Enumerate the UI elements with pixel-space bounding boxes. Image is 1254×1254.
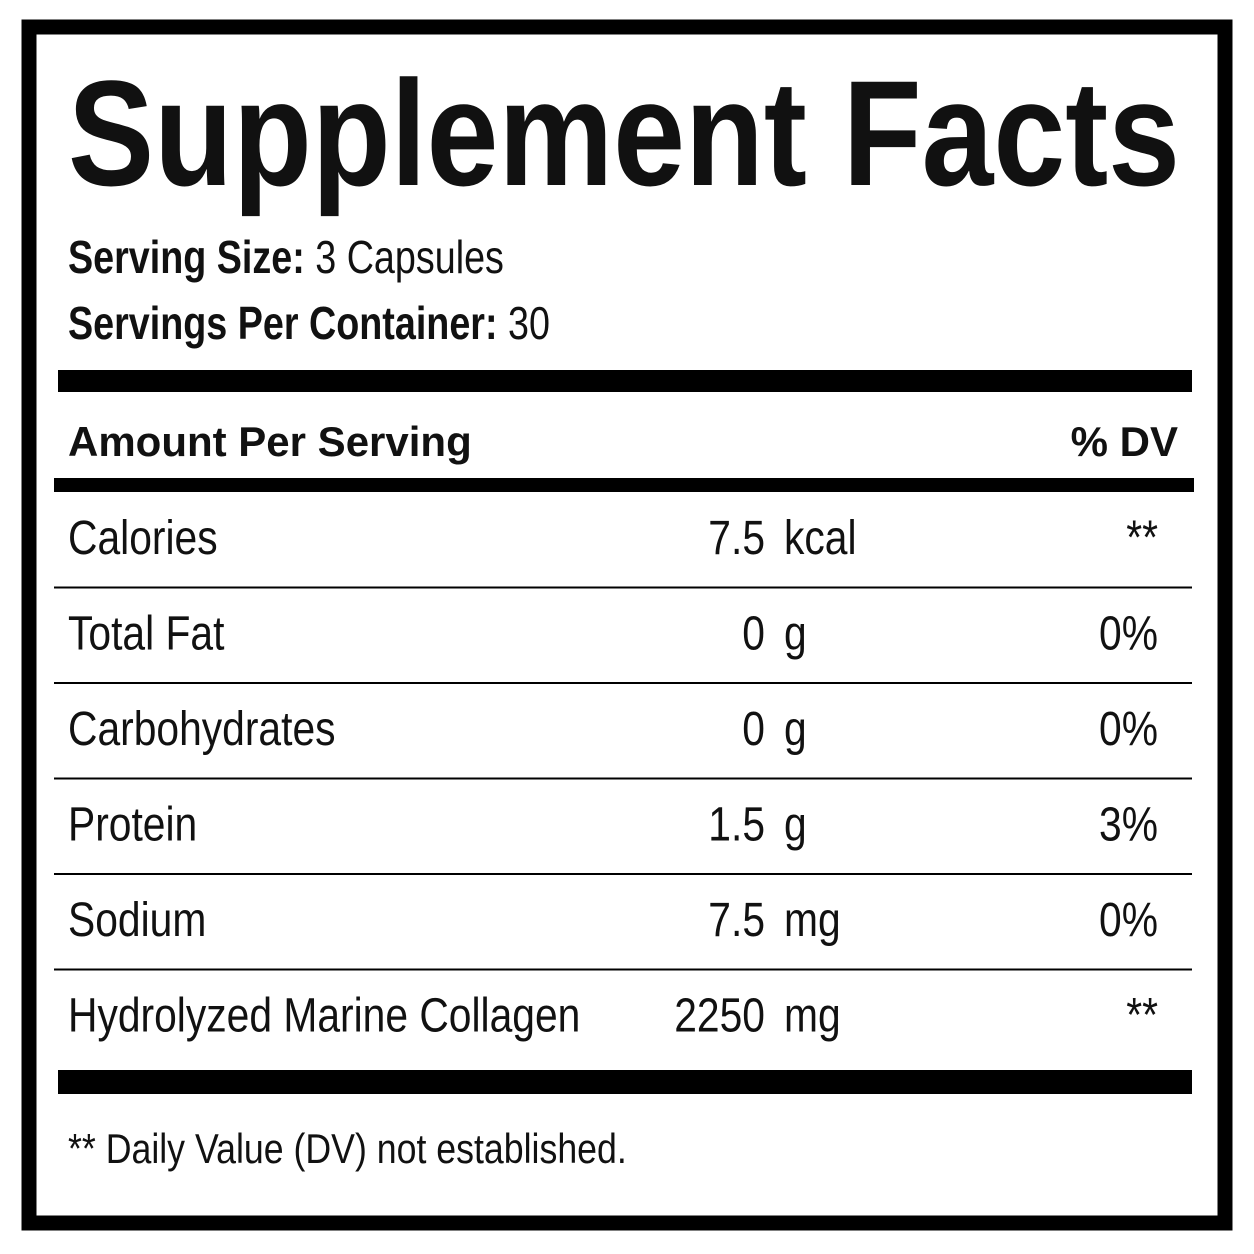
thick-rule bbox=[58, 370, 1192, 392]
servings-value: 30 bbox=[508, 297, 550, 348]
serving-size: Serving Size: 3 Capsules bbox=[68, 231, 504, 282]
row-unit-group: mg bbox=[784, 989, 841, 1042]
row-amount-group: 2250 bbox=[674, 989, 765, 1042]
row-name-group: Protein bbox=[68, 798, 197, 851]
row-unit-group: kcal bbox=[784, 512, 857, 565]
medium-rule bbox=[54, 478, 1194, 492]
row-unit: g bbox=[784, 607, 807, 660]
row-name-group: Sodium bbox=[68, 894, 206, 947]
row-name: Calories bbox=[68, 512, 218, 565]
row-divider bbox=[54, 586, 1192, 589]
row-amount-group: 0 bbox=[742, 703, 765, 756]
row-amount-group: 0 bbox=[742, 607, 765, 660]
row-dv-group: 0% bbox=[1099, 703, 1158, 756]
row-amount: 0 bbox=[742, 607, 765, 660]
row-name: Hydrolyzed Marine Collagen bbox=[68, 989, 580, 1042]
row-unit: mg bbox=[784, 989, 841, 1042]
row-dv-group: ** bbox=[1126, 512, 1158, 565]
row-name: Sodium bbox=[68, 894, 206, 947]
row-unit-group: g bbox=[784, 798, 807, 851]
row-dv: 0% bbox=[1099, 703, 1158, 756]
row-dv: ** bbox=[1126, 512, 1158, 565]
thick-rule bbox=[58, 1070, 1192, 1094]
row-name-group: Total Fat bbox=[68, 607, 225, 660]
row-dv-group: 0% bbox=[1099, 607, 1158, 660]
row-unit: g bbox=[784, 703, 807, 756]
row: Calories 7.5 kcal ** bbox=[54, 512, 1192, 589]
row: Carbohydrates 0 g 0% bbox=[54, 703, 1192, 780]
row-name: Carbohydrates bbox=[68, 703, 336, 756]
header-dv: % DV bbox=[1071, 418, 1178, 465]
servings-label: Servings Per Container: bbox=[68, 297, 498, 348]
row: Sodium 7.5 mg 0% bbox=[54, 894, 1192, 971]
row-divider bbox=[54, 777, 1192, 780]
row-unit-group: g bbox=[784, 703, 807, 756]
row-name-group: Carbohydrates bbox=[68, 703, 336, 756]
row-amount: 7.5 bbox=[708, 512, 765, 565]
row-amount-group: 7.5 bbox=[708, 512, 765, 565]
row-divider bbox=[54, 682, 1192, 684]
row-amount-group: 1.5 bbox=[708, 798, 765, 851]
row-name: Protein bbox=[68, 798, 197, 851]
title: Supplement Facts bbox=[68, 49, 1180, 217]
row: Total Fat 0 g 0% bbox=[54, 607, 1192, 684]
row-name: Total Fat bbox=[68, 607, 225, 660]
row-amount: 7.5 bbox=[708, 894, 765, 947]
serving-size-label: Serving Size: bbox=[68, 231, 305, 282]
header-amount: Amount Per Serving bbox=[68, 418, 472, 465]
footnote-group: ** Daily Value (DV) not established. bbox=[68, 1126, 627, 1172]
serving-size-line: Serving Size: 3 Capsules bbox=[68, 231, 504, 282]
row-dv: 0% bbox=[1099, 894, 1158, 947]
servings-line: Servings Per Container: 30 bbox=[68, 297, 550, 348]
row-divider bbox=[54, 873, 1192, 875]
serving-size-value: 3 Capsules bbox=[315, 231, 504, 282]
row-amount: 2250 bbox=[674, 989, 765, 1042]
footnote: ** Daily Value (DV) not established. bbox=[68, 1126, 627, 1172]
row: Hydrolyzed Marine Collagen 2250 mg ** bbox=[68, 989, 1158, 1042]
row-amount-group: 7.5 bbox=[708, 894, 765, 947]
row-dv-group: ** bbox=[1126, 989, 1158, 1042]
row-unit-group: mg bbox=[784, 894, 841, 947]
row-divider bbox=[54, 968, 1192, 971]
row-dv-group: 0% bbox=[1099, 894, 1158, 947]
row-dv-group: 3% bbox=[1099, 798, 1158, 851]
row-unit-group: g bbox=[784, 607, 807, 660]
row-amount: 0 bbox=[742, 703, 765, 756]
row-amount: 1.5 bbox=[708, 798, 765, 851]
row-unit: mg bbox=[784, 894, 841, 947]
row: Protein 1.5 g 3% bbox=[54, 798, 1192, 875]
row-dv: 3% bbox=[1099, 798, 1158, 851]
outer-border bbox=[21, 19, 1233, 1231]
row-unit: g bbox=[784, 798, 807, 851]
row-name-group: Hydrolyzed Marine Collagen bbox=[68, 989, 580, 1042]
rows: Calories 7.5 kcal **Total Fat 0 g 0%Carbohydra… bbox=[54, 512, 1192, 1042]
row-unit: kcal bbox=[784, 512, 857, 565]
row-name-group: Calories bbox=[68, 512, 218, 565]
servings-per-container: Servings Per Container: 30 bbox=[68, 297, 550, 348]
row-dv: 0% bbox=[1099, 607, 1158, 660]
row-dv: ** bbox=[1126, 989, 1158, 1042]
